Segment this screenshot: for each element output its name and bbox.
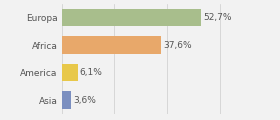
- Text: 3,6%: 3,6%: [73, 96, 96, 105]
- Bar: [62, 91, 71, 109]
- Bar: [62, 36, 161, 54]
- Bar: [62, 9, 201, 27]
- Text: 37,6%: 37,6%: [163, 41, 192, 50]
- Text: 6,1%: 6,1%: [80, 68, 103, 77]
- Text: 52,7%: 52,7%: [203, 13, 231, 22]
- Bar: [62, 64, 78, 81]
